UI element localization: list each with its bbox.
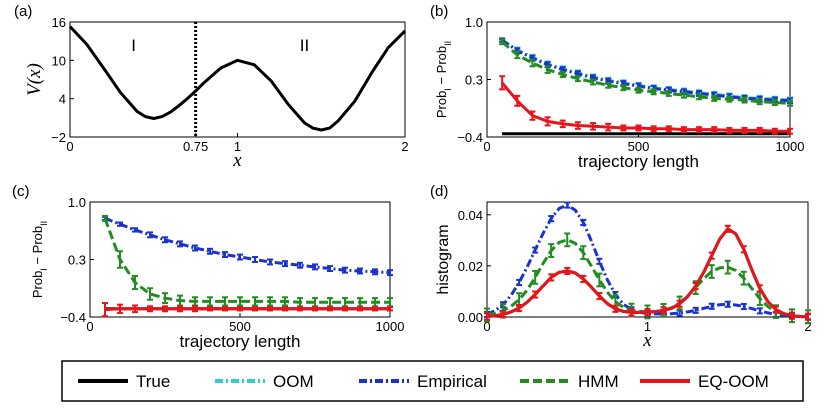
legend-label: True — [136, 372, 170, 391]
y-axis-label-part: − — [30, 253, 45, 268]
plot-frame — [69, 21, 406, 138]
panel-label: (d) — [430, 183, 448, 200]
x-tick-label: 0.75 — [183, 139, 208, 154]
series-line-eq-oom — [104, 307, 390, 312]
y-tick-label: 0.3 — [68, 253, 86, 268]
x-tick-label: 0 — [66, 139, 73, 154]
y-axis-label: histogram — [435, 224, 452, 294]
y-axis-label-part: I — [443, 88, 453, 91]
y-axis-label: ProbI − ProbII — [30, 221, 49, 298]
y-axis-label-part: II — [39, 221, 49, 226]
series-line-empirical — [486, 203, 809, 319]
x-axis-label: x — [232, 150, 242, 171]
x-tick-label: 1 — [644, 319, 651, 334]
y-tick-label: 0.04 — [458, 208, 483, 223]
series-line-hmm — [501, 40, 791, 105]
region-label: II — [300, 36, 309, 55]
panel-label: (b) — [430, 3, 448, 20]
series-line-empirical — [501, 38, 791, 103]
y-tick-label: 0.00 — [458, 310, 483, 325]
panel-d: (d) 0 1 2 0.00 0.02 0.04 x histogram — [430, 183, 812, 351]
x-tick-label: 1000 — [376, 319, 405, 334]
y-tick-label: 10 — [52, 53, 66, 68]
legend-label: HMM — [578, 372, 619, 391]
x-axis-label: trajectory length — [180, 332, 301, 351]
x-axis-label: trajectory length — [578, 152, 699, 171]
x-tick-label: 2 — [804, 319, 811, 334]
region-label: I — [131, 36, 136, 55]
legend-label: EQ-OOM — [698, 372, 769, 391]
y-tick-label: −2 — [51, 130, 66, 145]
x-tick-label: 1000 — [776, 139, 805, 154]
y-axis-label-part: − — [434, 73, 449, 88]
y-tick-label: 0.02 — [458, 259, 483, 274]
panel-b: (b) 0 500 1000 −0.4 0.3 1.0 trajectory length Pr… — [430, 3, 804, 171]
y-axis-label: ProbI − ProbII — [434, 41, 453, 118]
x-tick-label: 0 — [86, 319, 93, 334]
panel-c: (c) 0 500 1000 −0.4 0.3 1.0 trajectory length Pr… — [12, 183, 404, 351]
y-tick-label: 0.3 — [465, 73, 483, 88]
y-tick-label: 1.0 — [68, 195, 86, 210]
legend: True OOM Empirical HMM EQ-OOM — [61, 360, 804, 402]
y-tick-label: 16 — [52, 15, 66, 30]
series-line-empirical — [104, 217, 391, 275]
panel-label: (c) — [12, 183, 30, 200]
legend-label: Empirical — [417, 372, 487, 391]
y-axis-label-part: Prob — [434, 91, 449, 118]
y-tick-label: −0.4 — [457, 130, 483, 145]
y-tick-label: 1.0 — [465, 15, 483, 30]
y-axis-label-part: II — [443, 41, 453, 46]
x-tick-label: 1 — [234, 139, 241, 154]
x-tick-label: 0 — [483, 139, 490, 154]
y-axis-label-part: Prob — [434, 46, 449, 73]
legend-label: OOM — [273, 372, 314, 391]
x-tick-label: 0 — [483, 319, 490, 334]
panel-label: (a) — [14, 3, 32, 20]
x-tick-label: 500 — [628, 139, 650, 154]
x-axis-label: x — [642, 330, 652, 351]
x-tick-label: 2 — [401, 139, 408, 154]
potential-curve — [68, 25, 407, 132]
series-line-hmm — [103, 217, 390, 304]
y-tick-label: 4 — [59, 92, 66, 107]
x-tick-label: 500 — [229, 319, 251, 334]
series-line-eq-oom — [500, 81, 790, 133]
y-axis-label-part: Prob — [30, 226, 45, 253]
y-axis-label: V(x) — [24, 63, 45, 96]
y-tick-label: −0.4 — [60, 310, 86, 325]
y-axis-label-part: I — [39, 268, 49, 271]
y-axis-label-part: Prob — [30, 271, 45, 298]
series-line-oom — [501, 38, 791, 102]
